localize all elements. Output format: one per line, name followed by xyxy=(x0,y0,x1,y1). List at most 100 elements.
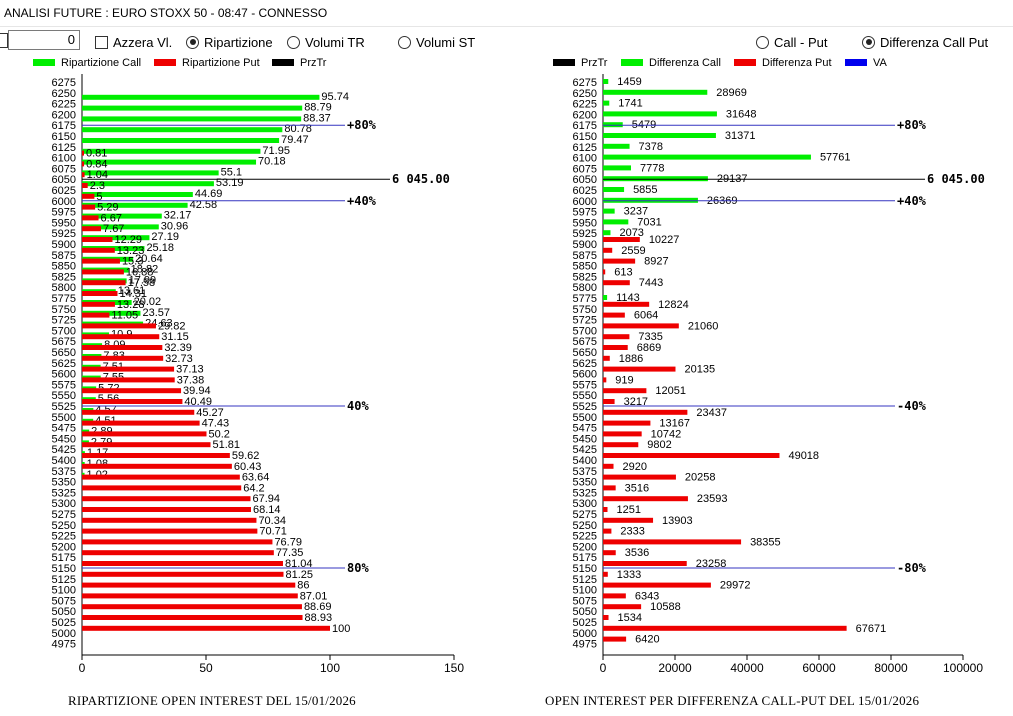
diff-value-label: 49018 xyxy=(788,450,819,462)
radio-volumi-tr[interactable]: Volumi TR xyxy=(287,33,365,51)
strike-label: 5375 xyxy=(573,466,597,478)
checkbox-box[interactable] xyxy=(95,35,108,49)
strike-label: 6200 xyxy=(52,109,76,121)
put-bar xyxy=(82,280,126,286)
strike-label: 5100 xyxy=(573,585,597,597)
numeric-spinner[interactable] xyxy=(0,33,8,48)
diff-put-bar xyxy=(603,571,608,577)
put-bar xyxy=(82,409,195,415)
strike-label: 5450 xyxy=(573,433,597,445)
strike-label: 5700 xyxy=(573,325,597,337)
diff-value-label: 2333 xyxy=(620,526,644,538)
diff-value-label: 6420 xyxy=(635,634,659,646)
diff-value-label: 1251 xyxy=(617,504,641,516)
call-value-label: 44.69 xyxy=(195,188,223,200)
put-value-label: 45.27 xyxy=(196,407,224,419)
put-bar xyxy=(82,291,118,296)
diff-put-bar xyxy=(603,280,630,286)
strike-label: 5725 xyxy=(52,315,76,327)
strike-label: 5650 xyxy=(573,347,597,359)
strike-label: 6150 xyxy=(573,131,597,143)
put-value-label: 32.39 xyxy=(164,342,192,354)
diff-value-label: 38355 xyxy=(750,536,781,548)
radio-dot[interactable] xyxy=(756,35,769,49)
put-value-label: 77.35 xyxy=(276,547,304,559)
diff-put-bar xyxy=(603,625,847,631)
diff-put-bar xyxy=(603,399,615,404)
diff-value-label: 20135 xyxy=(684,364,715,376)
diff-value-label: 1886 xyxy=(619,353,643,365)
x-tick-label: 50 xyxy=(199,661,213,675)
radio-dot[interactable] xyxy=(287,35,300,49)
radio-label: Call - Put xyxy=(774,34,828,50)
diff-value-label: 57761 xyxy=(820,152,851,164)
call-value-label: 13.61 xyxy=(118,285,146,297)
strike-label: 6250 xyxy=(573,88,597,100)
diff-put-bar xyxy=(603,420,651,426)
radio-differenza-call-put[interactable]: Differenza Call Put xyxy=(862,33,988,51)
legend-swatch xyxy=(154,59,176,66)
put-value-label: 81.04 xyxy=(285,558,313,570)
strike-label: 6100 xyxy=(573,153,597,165)
call-value-label: 71.95 xyxy=(262,145,290,157)
put-value-label: 60.43 xyxy=(234,461,262,473)
strike-label: 5225 xyxy=(573,531,597,543)
call-value-label: 18.82 xyxy=(131,264,159,276)
diff-call-bar xyxy=(603,79,609,84)
diff-put-bar xyxy=(603,615,609,620)
put-value-label: 13.28 xyxy=(117,299,145,311)
x-tick-label: 100 xyxy=(320,661,340,675)
diff-put-bar xyxy=(603,442,639,448)
diff-value-label: 23258 xyxy=(696,558,727,570)
call-value-label: 88.79 xyxy=(304,102,332,114)
strike-label: 5325 xyxy=(573,487,597,499)
put-bar xyxy=(82,453,230,458)
put-value-label: 86 xyxy=(297,580,309,592)
x-tick-label: 0 xyxy=(600,661,607,675)
diff-value-label: 67671 xyxy=(856,623,887,635)
number-input[interactable]: 0 xyxy=(8,30,80,50)
strike-label: 5200 xyxy=(52,541,76,553)
diff-put-bar xyxy=(603,312,625,318)
diff-put-bar xyxy=(603,355,610,361)
strike-label: 5750 xyxy=(573,304,597,316)
strike-label: 5350 xyxy=(573,477,597,489)
strike-label: 5500 xyxy=(573,412,597,424)
radio-call-put[interactable]: Call - Put xyxy=(756,33,827,51)
diff-value-label: 10742 xyxy=(651,428,682,440)
diff-value-label: 7335 xyxy=(638,331,662,343)
radio-volumi-st[interactable]: Volumi ST xyxy=(398,33,475,51)
azzera-checkbox[interactable]: Azzera Vl. xyxy=(95,33,172,51)
x-tick-label: 80000 xyxy=(874,661,908,675)
strike-label: 5000 xyxy=(573,628,597,640)
legend-label: Ripartizione Call xyxy=(61,57,141,69)
legend-label: Differenza Call xyxy=(649,57,721,69)
strike-label: 5625 xyxy=(573,358,597,370)
strike-label: 6100 xyxy=(52,153,76,165)
put-value-label: 59.62 xyxy=(232,450,260,462)
call-value-label: 80.78 xyxy=(284,123,312,135)
put-bar xyxy=(82,615,303,620)
call-value-label: 42.58 xyxy=(190,199,218,211)
diff-put-bar xyxy=(603,409,688,415)
call-bar xyxy=(82,159,257,165)
strike-label: 5575 xyxy=(52,379,76,391)
radio-dot[interactable] xyxy=(398,35,411,49)
call-value-label: 30.96 xyxy=(161,220,189,232)
radio-ripartizione[interactable]: Ripartizione xyxy=(186,33,273,51)
footer-right: OPEN INTEREST PER DIFFERENZA CALL-PUT DE… xyxy=(545,693,920,708)
put-value-label: 67.94 xyxy=(252,493,280,505)
put-bar xyxy=(82,442,211,448)
diff-call-bar xyxy=(603,89,708,95)
put-bar xyxy=(82,517,257,523)
radio-dot[interactable] xyxy=(186,35,199,49)
radio-dot[interactable] xyxy=(862,35,875,49)
strike-label: 6075 xyxy=(52,163,76,175)
put-bar xyxy=(82,539,273,545)
call-value-label: 23.57 xyxy=(142,307,170,319)
strike-label: 5775 xyxy=(52,293,76,305)
diff-value-label: 2920 xyxy=(623,461,647,473)
put-value-label: 7.67 xyxy=(103,223,124,235)
diff-value-label: 2073 xyxy=(619,227,643,239)
